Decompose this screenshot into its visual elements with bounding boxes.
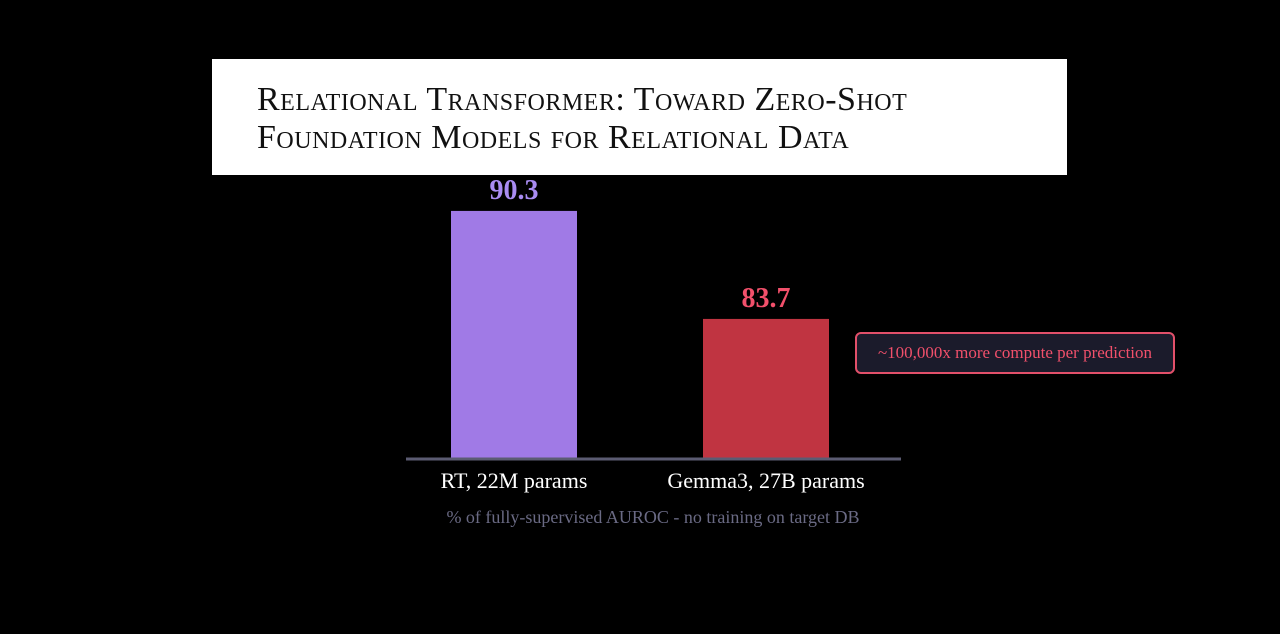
- x-tick-label: RT, 22M params: [441, 468, 588, 493]
- x-tick-label: Gemma3, 27B params: [667, 468, 864, 493]
- chart-title: Relational Transformer: Toward Zero-Shot…: [257, 81, 908, 156]
- value-label: 90.3: [490, 175, 539, 206]
- value-label: 83.7: [742, 283, 791, 314]
- x-axis-label: % of fully-supervised AUROC - no trainin…: [446, 507, 859, 527]
- annotation: ~100,000x more compute per prediction: [855, 332, 1175, 374]
- title-box: Relational Transformer: Toward Zero-Shot…: [212, 59, 1067, 175]
- bar: [703, 318, 829, 459]
- bar: [451, 210, 577, 459]
